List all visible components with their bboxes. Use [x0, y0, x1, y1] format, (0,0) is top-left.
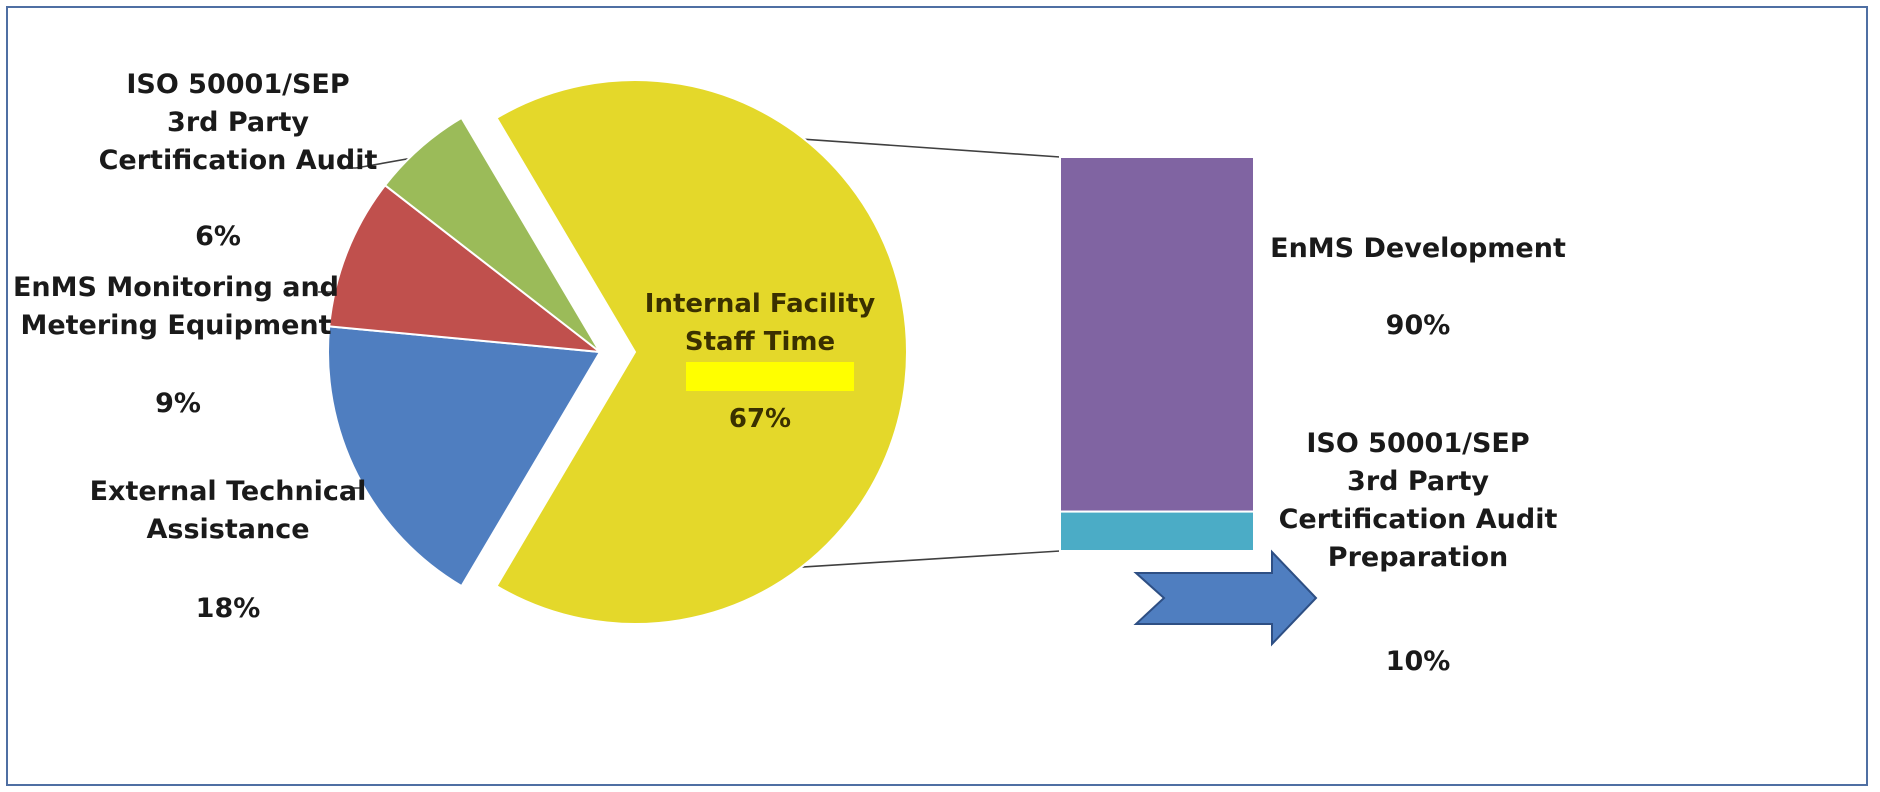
- bar-segment-iso-50001-sep-3rd-party-certification-audit-preparation: [1059, 510, 1255, 553]
- bar-segment-enms-development: [1059, 156, 1255, 513]
- slice-label-internal-name: Internal Facility: [645, 289, 875, 319]
- slice-label-internal-name: Staff Time: [685, 327, 835, 357]
- bar-label-prep-name: 3rd Party: [1347, 466, 1489, 497]
- highlight-marker: [686, 362, 854, 391]
- slice-label-monitoring-value: 9%: [155, 388, 201, 419]
- bar-label-enms-dev-name: EnMS Development: [1270, 233, 1566, 264]
- slice-label-monitoring-name: EnMS Monitoring and: [13, 272, 339, 303]
- slice-label-external-value: 18%: [196, 593, 261, 624]
- arrow-icon: [1133, 549, 1318, 647]
- chart-frame: [6, 6, 1868, 786]
- leader-iso-audit: [340, 156, 419, 169]
- slice-label-monitoring-name: Metering Equipment: [20, 310, 331, 341]
- slice-label-iso-audit-name: Certification Audit: [99, 145, 378, 176]
- slice-label-iso-audit-name: 3rd Party: [167, 107, 309, 138]
- pie-slice-enms-monitoring-and-metering-equipment: [328, 183, 604, 354]
- bar-label-prep-name: Preparation: [1328, 542, 1508, 573]
- bar-label-prep-value: 10%: [1386, 646, 1451, 677]
- slice-label-external-name: External Technical: [90, 476, 367, 507]
- pie-slice-iso-50001-sep-3rd-party-certification-audit: [383, 116, 601, 353]
- slice-label-iso-audit-value: 6%: [195, 221, 241, 252]
- pie-slice-internal-facility-staff-time: [495, 79, 908, 625]
- slice-label-external-name: Assistance: [146, 514, 309, 545]
- bar-label-enms-dev-value: 90%: [1386, 310, 1451, 341]
- bar-label-prep-name: Certification Audit: [1279, 504, 1558, 535]
- bar-label-prep-name: ISO 50001/SEP: [1306, 428, 1529, 459]
- slice-label-internal-value: 67%: [729, 404, 791, 434]
- pie-slice-external-technical-assistance: [327, 325, 602, 588]
- slice-label-iso-audit-name: ISO 50001/SEP: [126, 69, 349, 100]
